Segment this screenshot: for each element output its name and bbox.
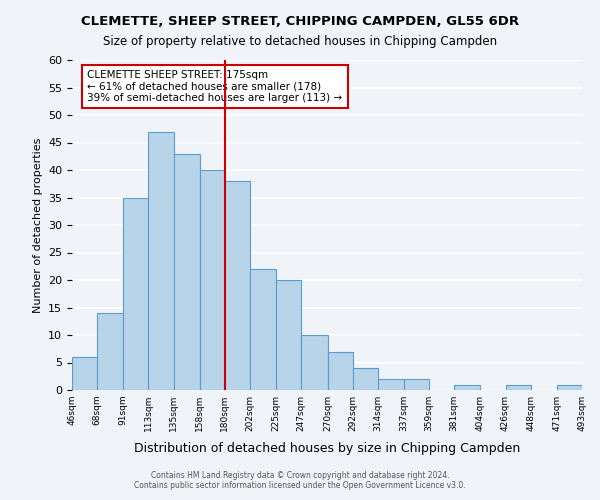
Y-axis label: Number of detached properties: Number of detached properties xyxy=(32,138,43,312)
Bar xyxy=(97,313,124,390)
Bar xyxy=(124,198,148,390)
Text: Contains HM Land Registry data © Crown copyright and database right 2024.
Contai: Contains HM Land Registry data © Crown c… xyxy=(134,470,466,490)
Bar xyxy=(301,335,328,390)
Text: CLEMETTE, SHEEP STREET, CHIPPING CAMPDEN, GL55 6DR: CLEMETTE, SHEEP STREET, CHIPPING CAMPDEN… xyxy=(81,15,519,28)
Bar xyxy=(557,384,582,390)
Bar xyxy=(148,132,173,390)
Bar xyxy=(250,269,276,390)
Bar xyxy=(378,379,404,390)
Bar xyxy=(404,379,429,390)
Bar xyxy=(454,384,481,390)
Bar xyxy=(506,384,530,390)
Text: Size of property relative to detached houses in Chipping Campden: Size of property relative to detached ho… xyxy=(103,35,497,48)
Bar xyxy=(276,280,301,390)
Bar xyxy=(225,181,250,390)
Bar xyxy=(173,154,200,390)
Text: CLEMETTE SHEEP STREET: 175sqm
← 61% of detached houses are smaller (178)
39% of : CLEMETTE SHEEP STREET: 175sqm ← 61% of d… xyxy=(88,70,343,103)
Bar xyxy=(353,368,378,390)
Bar xyxy=(72,357,97,390)
Bar xyxy=(200,170,225,390)
Bar xyxy=(328,352,353,390)
X-axis label: Distribution of detached houses by size in Chipping Campden: Distribution of detached houses by size … xyxy=(134,442,520,456)
